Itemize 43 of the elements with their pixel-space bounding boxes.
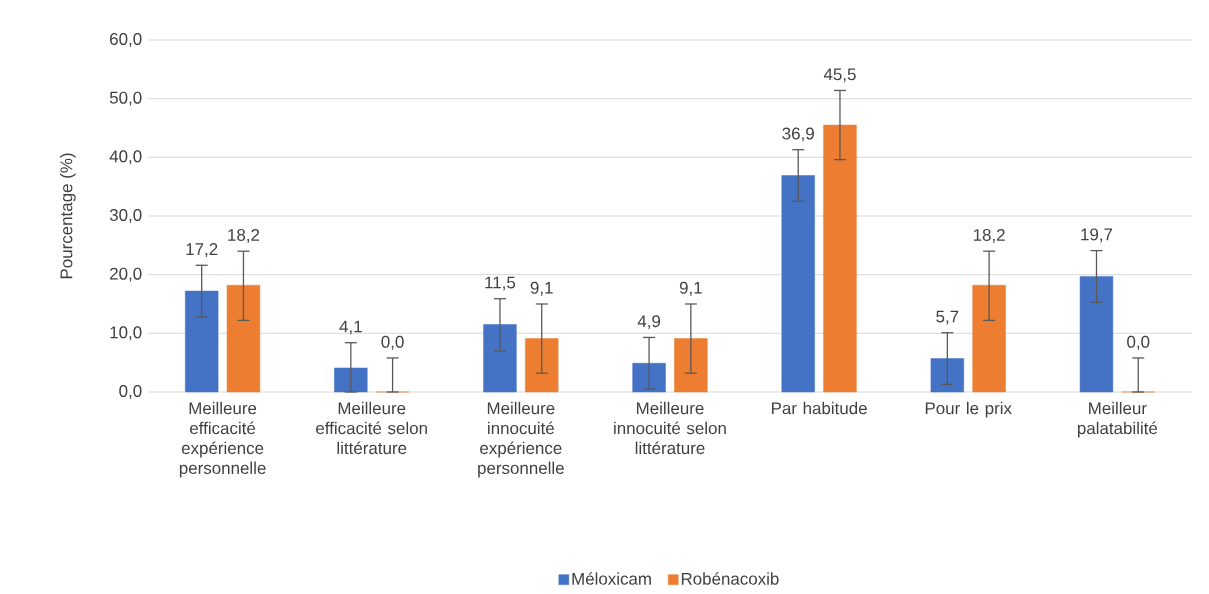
bar [185,290,219,393]
y-tick-label: 50,0 [109,91,142,106]
data-label: 18,2 [973,229,1005,243]
y-tick-label: 0,0 [119,384,142,399]
data-label: 45,5 [823,68,856,83]
data-label: 0,0 [381,335,404,350]
bar [632,362,666,393]
x-tick-label: Meilleur palatabilité [1077,401,1158,438]
legend-label: Méloxicam [572,572,651,585]
y-tick-label: 10,0 [110,326,142,341]
x-tick-label: Meilleure efficacité expérience personnelle [179,401,266,478]
bar [930,358,964,393]
bar [334,367,368,393]
legend-label: Robénacoxib [681,572,779,585]
y-axis-title: Pourcentage (%) [59,153,76,279]
bar [674,338,708,393]
bar [226,284,261,393]
bar [525,338,559,393]
data-label: 11,5 [485,276,516,291]
bar [1079,276,1114,393]
x-tick-label: Meilleure innocuité expérience personnelle [478,401,564,478]
data-label: 5,7 [936,310,959,325]
data-label: 4,1 [339,320,362,335]
data-label: 17,2 [186,243,218,258]
bar [972,284,1006,393]
data-label: 9,1 [679,281,702,296]
x-tick-label: Meilleure innocuité selon littérature [614,401,726,455]
y-tick-label: 30,0 [109,208,142,223]
data-label: 4,9 [637,315,661,330]
data-label: 0,0 [1127,335,1150,350]
bar [483,324,517,393]
y-tick-label: 60,0 [110,33,142,47]
data-label: 18,2 [228,229,260,243]
x-tick-label: Meilleure efficacité selon littérature [316,401,427,455]
x-tick-label: Pour le prix [925,401,1012,418]
bar [823,124,857,393]
data-label: 19,7 [1081,228,1113,243]
data-label: 9,1 [530,281,553,296]
x-tick-label: Par habitude [771,401,867,415]
y-tick-label: 20,0 [110,267,142,282]
data-label: 36,9 [782,127,814,142]
bar [781,175,815,393]
y-tick-label: 40,0 [109,150,142,165]
